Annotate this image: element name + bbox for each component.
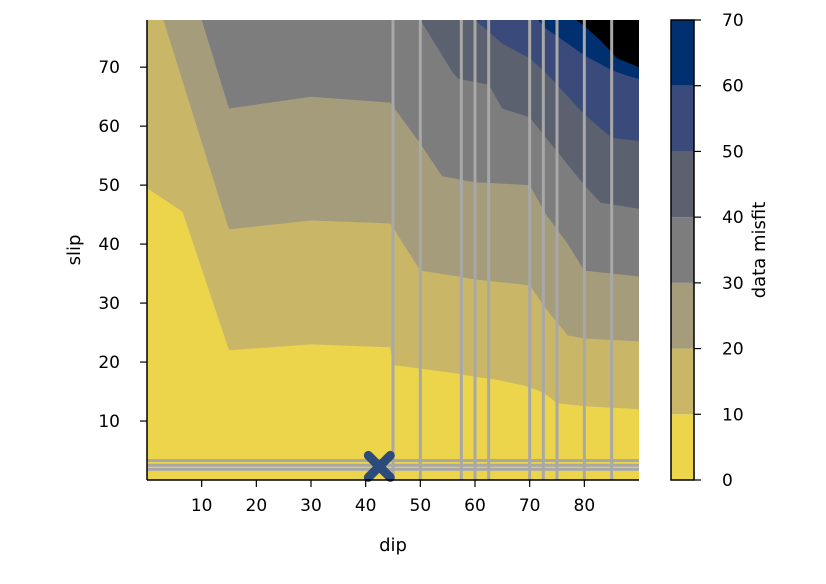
colorbar-border	[670, 19, 695, 481]
y-tick-label: 70	[98, 58, 120, 78]
colorbar-label: data misfit	[749, 202, 770, 299]
x-tick-label: 70	[519, 496, 541, 516]
colorbar-ticks: 0 10 20 30 40 50 60 70	[694, 11, 744, 491]
x-tick-label: 10	[191, 496, 213, 516]
y-tick-label: 20	[98, 353, 120, 373]
y-axis-ticks: 10 20 30 40 50 60 70	[98, 58, 147, 432]
x-tick-label: 80	[574, 496, 596, 516]
best-fit-marker-layer	[363, 450, 395, 482]
sample-lines	[147, 20, 639, 480]
colorbar-band	[671, 282, 694, 349]
x-tick-label: 60	[464, 496, 486, 516]
colorbar-band	[671, 217, 694, 283]
x-tick-label: 50	[410, 496, 432, 516]
colorbar-band	[671, 348, 694, 415]
y-axis-label: slip	[64, 235, 85, 266]
x-axis-label: dip	[379, 535, 407, 556]
x-axis-ticks: 10 20 30 40 50 60 70 80	[191, 480, 595, 516]
colorbar: 0 10 20 30 40 50 60 70 data misfit	[670, 11, 770, 491]
colorbar-tick-label: 0	[722, 471, 733, 491]
colorbar-band	[671, 414, 694, 480]
colorbar-band	[671, 85, 694, 152]
colorbar-tick-label: 10	[722, 405, 744, 425]
x-tick-label: 30	[300, 496, 322, 516]
colorbar-tick-label: 40	[722, 208, 744, 228]
y-tick-label: 60	[98, 117, 120, 137]
colorbar-band	[671, 151, 694, 218]
x-tick-label: 40	[355, 496, 377, 516]
x-tick-label: 20	[246, 496, 268, 516]
contour-plot-area	[146, 20, 639, 482]
colorbar-tick-label: 60	[722, 77, 744, 97]
y-tick-label: 50	[98, 176, 120, 196]
colorbar-tick-label: 30	[722, 274, 744, 294]
colorbar-tick-label: 50	[722, 142, 744, 162]
y-tick-label: 30	[98, 294, 120, 314]
best-fit-marker	[363, 450, 395, 482]
y-tick-label: 10	[98, 412, 120, 432]
colorbar-tick-label: 20	[722, 340, 744, 360]
y-tick-label: 40	[98, 235, 120, 255]
contour-region-70	[576, 20, 639, 68]
colorbar-bands	[671, 20, 694, 480]
marker-stroke	[363, 450, 395, 482]
colorbar-band	[671, 20, 694, 86]
colorbar-tick-label: 70	[722, 11, 744, 31]
